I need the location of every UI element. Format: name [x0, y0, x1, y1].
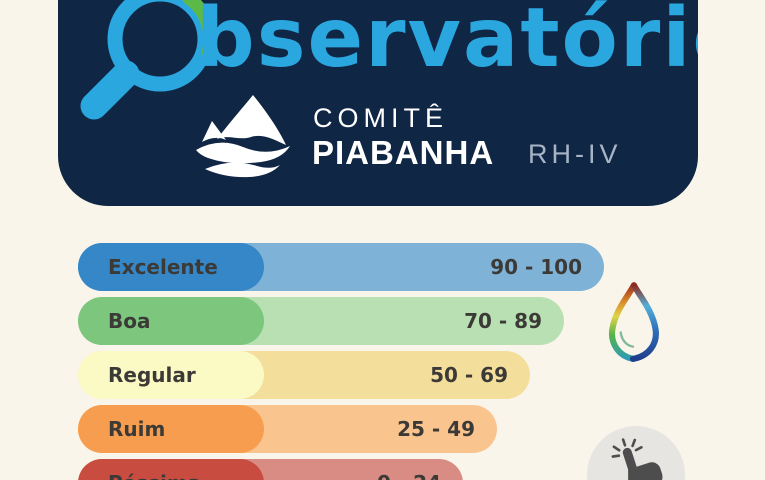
legend: Excelente 90 - 100 Boa 70 - 89 Regular 5… [78, 243, 604, 480]
legend-row[interactable]: Boa 70 - 89 [78, 297, 564, 345]
rainbow-drop-icon [600, 279, 666, 373]
magnifier-icon [80, 0, 217, 120]
brand-title: bservatório [196, 0, 698, 86]
committee-name-line2: PIABANHA [312, 134, 495, 171]
legend-label: Ruim [108, 417, 166, 441]
legend-row[interactable]: Regular 50 - 69 [78, 351, 530, 399]
legend-label: Péssima [108, 459, 201, 480]
legend-range: 25 - 49 [397, 417, 475, 441]
legend-range: 70 - 89 [464, 309, 542, 333]
mountain-water-logo-icon [196, 95, 290, 178]
legend-row[interactable]: Ruim 25 - 49 [78, 405, 497, 453]
region-code: RH-IV [528, 139, 622, 169]
legend-label-pill [78, 297, 264, 345]
legend-label-pill [78, 351, 264, 399]
tap-hand-icon [611, 438, 663, 480]
legend-label-pill [78, 243, 264, 291]
legend-range: 0 - 24 [377, 459, 441, 480]
legend-label: Excelente [108, 255, 218, 279]
legend-label-pill [78, 405, 264, 453]
legend-row[interactable]: Excelente 90 - 100 [78, 243, 604, 291]
legend-row[interactable]: Péssima 0 - 24 [78, 459, 463, 480]
legend-range: 90 - 100 [490, 255, 582, 279]
header-badge: bservatório COMITÊ PIABANHA RH-IV [58, 0, 698, 206]
legend-label: Regular [108, 363, 196, 387]
legend-label: Boa [108, 309, 151, 333]
legend-range: 50 - 69 [430, 363, 508, 387]
committee-name-line1: COMITÊ [313, 103, 448, 133]
legend-label-pill [78, 459, 264, 480]
